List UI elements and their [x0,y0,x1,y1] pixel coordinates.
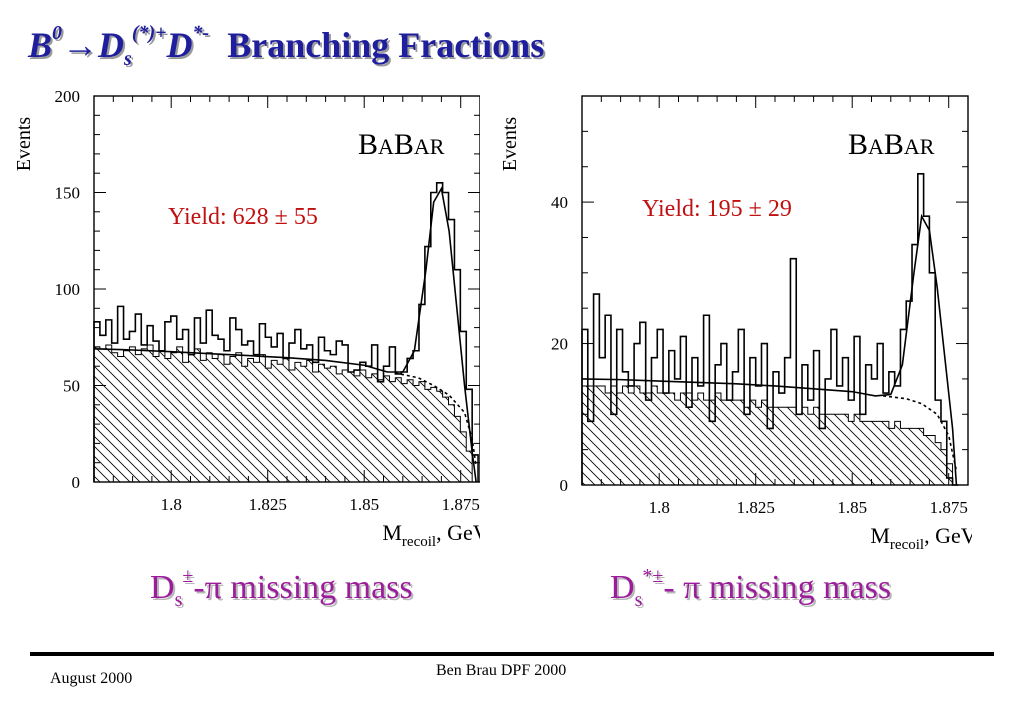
x-tick-label: 1.85 [349,495,379,514]
y-axis-label: Events [499,117,521,172]
title-text: Branching Fractions [227,25,545,65]
title-sub-s: s [124,48,132,70]
caption-left-d: D [150,569,175,606]
babar-logo-b1: B [848,128,868,161]
babar-logo: BABAR [848,128,935,161]
x-axis-label-sub: recoil [402,534,436,550]
babar-logo-b2: B [884,128,904,161]
title-ds: D [98,25,125,65]
y-tick-label: 200 [55,87,81,106]
footer-presenter: Ben Brau DPF 2000 [436,662,567,679]
y-tick-label: 20 [551,335,568,354]
x-tick-label: 1.825 [737,498,775,517]
x-axis-label: Mrecoil, GeV/c2 [382,518,480,550]
caption-left-sup: ± [182,565,194,587]
x-tick-label: 1.825 [249,495,287,514]
y-tick-label: 0 [560,476,569,495]
x-axis-label-unit: , GeV/c [924,523,972,548]
slide-title: B0→Ds(*)+D*- Branching Fractions [28,22,544,71]
caption-left: Ds±-π missing mass [150,565,413,612]
histogram-right: 1.8 1.825 1.85 1.875 0 20 40 Events Mrecoil, GeV… [499,95,972,553]
x-tick-label: 1.8 [161,495,182,514]
histogram-left: 1.8 1.825 1.85 1.875 0 50 100 150 200 Events Mreco… [13,87,480,550]
caption-right-text: - π missing mass [663,569,892,606]
x-tick-label: 1.875 [442,495,480,514]
title-sup-0: 0 [52,22,63,44]
babar-logo-a1: A [378,134,394,159]
caption-left-sub: s [174,589,183,611]
title-dstar: D [166,25,193,65]
y-tick-label: 50 [63,377,80,396]
title-sup-charge: (*)+ [131,22,167,44]
babar-logo: BABAR [358,128,445,161]
babar-logo-b1: B [358,128,378,161]
babar-logo-ar: AR [904,134,935,159]
y-tick-label: 150 [55,184,81,203]
x-tick-label: 1.8 [649,498,670,517]
title-arrow: → [62,25,99,65]
x-axis-label: Mrecoil, GeV/c2 [870,521,972,553]
caption-right: Ds*±- π missing mass [610,565,891,612]
data-histogram [581,173,959,486]
x-axis-label-sub: recoil [890,537,924,553]
x-tick-label: 1.85 [837,498,867,517]
background-fit-curve [394,372,477,467]
caption-right-d: D [610,569,635,606]
title-b-meson: B [28,25,53,65]
caption-left-text: -π missing mass [193,569,413,606]
title-sup-dstar: *- [192,22,210,44]
x-axis-label-unit: , GeV/c [436,520,480,545]
y-tick-label: 40 [551,193,568,212]
x-axis-label-main: M [870,523,890,548]
y-axis-label: Events [13,117,35,172]
background-histogram [581,385,959,486]
babar-logo-ar: AR [414,134,445,159]
fit-curve [93,186,477,483]
background-fit-curve [882,395,958,472]
babar-logo-b2: B [394,128,414,161]
yield-label: Yield: 628 ± 55 [168,204,318,230]
background-histogram [93,344,479,483]
x-tick-label: 1.875 [930,498,968,517]
fit-curve [581,213,958,486]
y-tick-label: 0 [72,473,81,492]
yield-label: Yield: 195 ± 29 [642,196,792,222]
caption-right-sub: s [634,589,643,611]
babar-logo-a1: A [868,134,884,159]
x-axis-label-main: M [382,520,402,545]
footer-date: August 2000 [50,670,133,687]
caption-right-sup: *± [642,565,664,587]
y-tick-label: 100 [55,280,81,299]
footer-divider [30,652,994,656]
